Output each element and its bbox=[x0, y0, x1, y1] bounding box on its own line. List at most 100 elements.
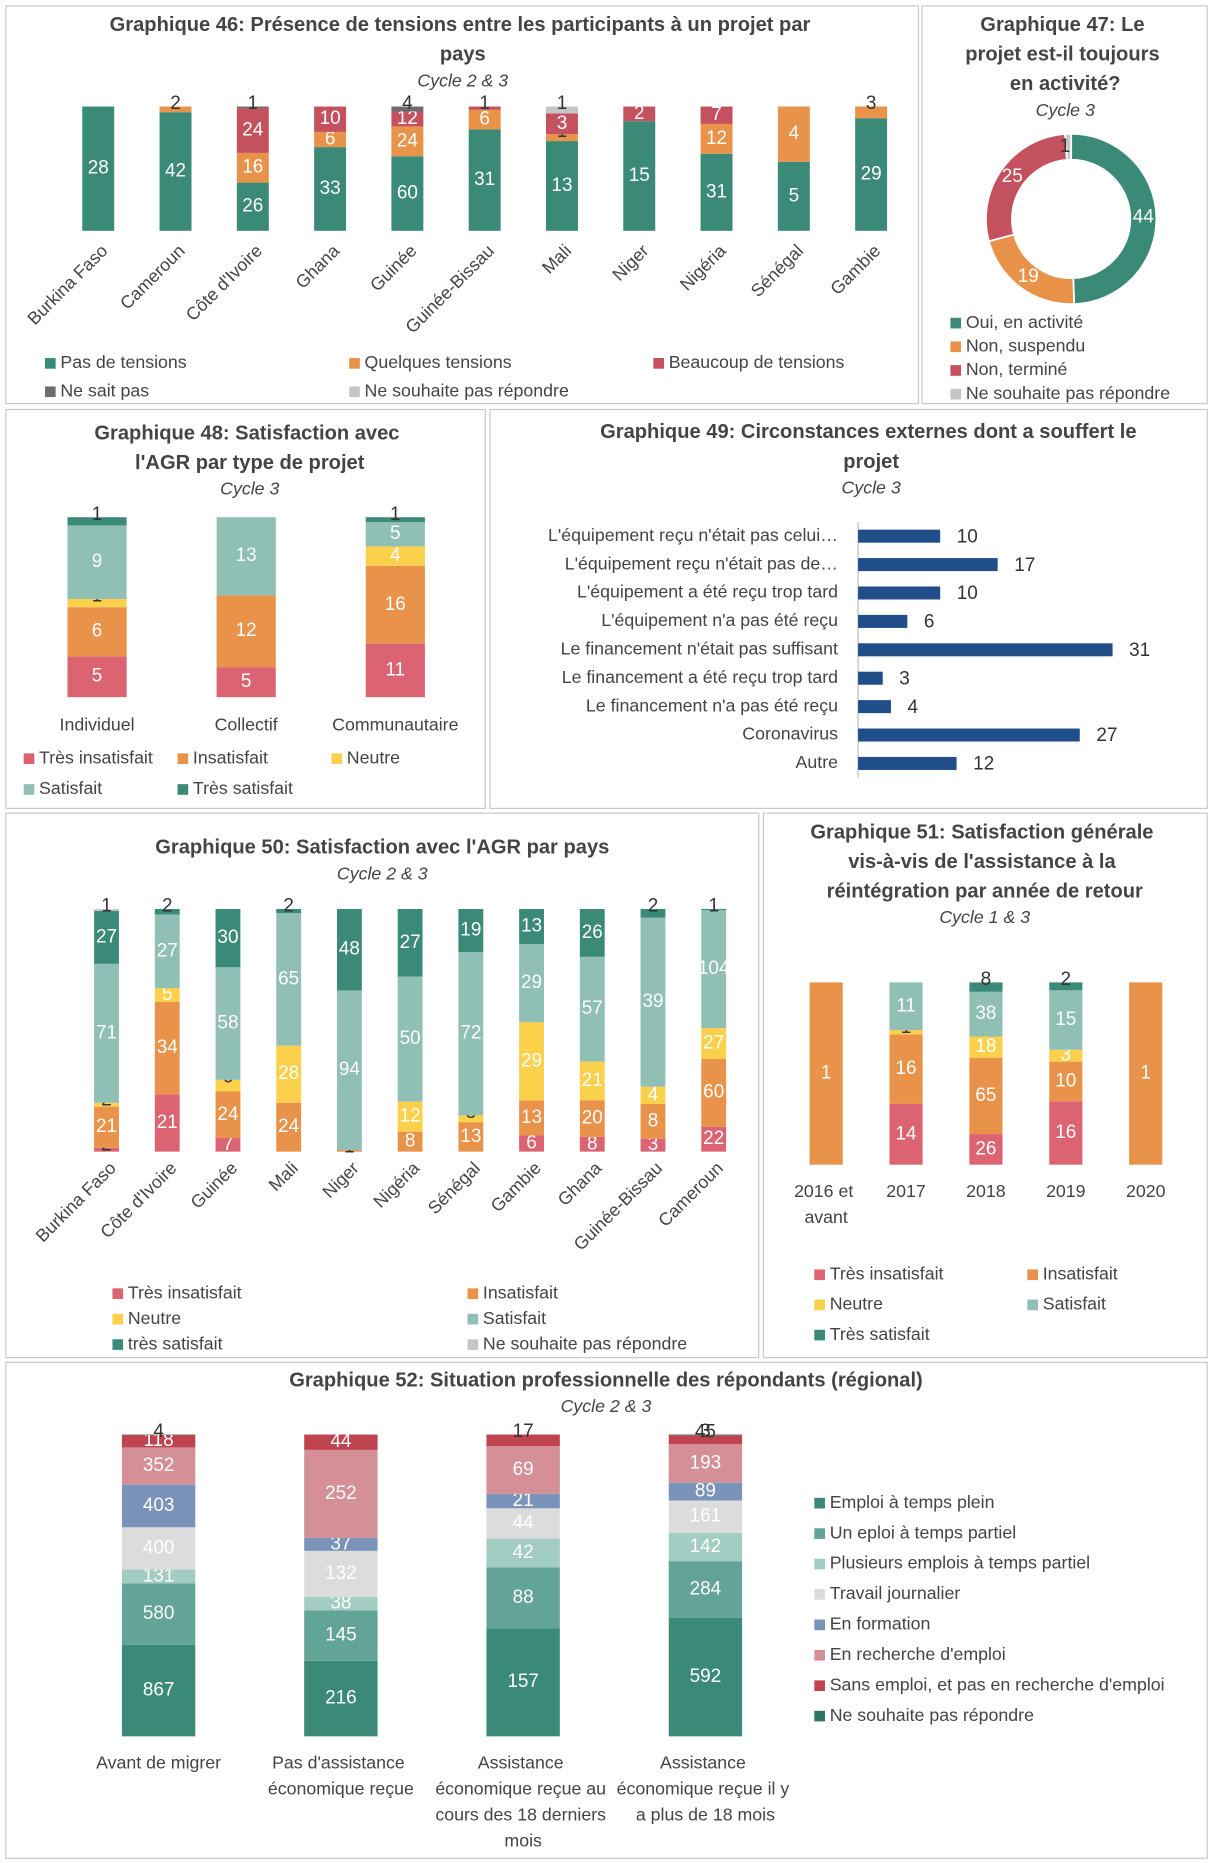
bar-segment bbox=[236, 152, 269, 183]
data-label: 1 bbox=[821, 1063, 832, 1084]
bar-segment bbox=[67, 525, 127, 600]
bar-segment bbox=[154, 1094, 180, 1152]
bar-segment bbox=[391, 126, 424, 157]
data-label: 24 bbox=[397, 130, 418, 151]
data-label: 216 bbox=[325, 1688, 357, 1709]
legend-swatch bbox=[814, 1558, 825, 1570]
data-label: 38 bbox=[975, 1003, 996, 1024]
bar-segment bbox=[154, 914, 180, 989]
bar bbox=[858, 529, 941, 543]
bar-segment bbox=[94, 1102, 119, 1107]
bar-segment bbox=[304, 1610, 378, 1661]
data-label: 31 bbox=[706, 181, 727, 202]
data-label: 6 bbox=[479, 109, 490, 130]
data-label: 11 bbox=[385, 659, 405, 680]
legend-swatch bbox=[467, 1339, 479, 1350]
data-label: 69 bbox=[513, 1459, 534, 1480]
chart-subtitle: Cycle 1 & 3 bbox=[939, 907, 1030, 927]
data-label: 1 bbox=[1060, 136, 1071, 157]
data-label: 6 bbox=[92, 621, 103, 642]
data-label: 12 bbox=[236, 620, 257, 641]
bar-segment bbox=[640, 1086, 666, 1104]
data-label: 1 bbox=[557, 93, 568, 114]
bar-segment bbox=[623, 121, 656, 231]
data-label: 21 bbox=[157, 1112, 178, 1133]
bar-segment bbox=[314, 131, 347, 148]
y-tick-label: Le financement a été reçu trop tard bbox=[562, 667, 838, 687]
data-label: 29 bbox=[521, 1050, 542, 1071]
bar-segment bbox=[391, 156, 424, 231]
data-label: 592 bbox=[690, 1666, 722, 1687]
bar-segment bbox=[336, 990, 362, 1150]
x-tick-label: 2018 bbox=[966, 1181, 1006, 1201]
legend-swatch bbox=[653, 358, 664, 369]
bar-segment bbox=[486, 1567, 560, 1629]
data-label: 94 bbox=[339, 1059, 360, 1080]
data-label: 18 bbox=[975, 1036, 996, 1057]
data-label: 27 bbox=[157, 940, 178, 961]
bar-segment bbox=[889, 1030, 923, 1035]
data-label: 3 bbox=[866, 93, 877, 114]
data-label: 27 bbox=[1096, 725, 1117, 746]
y-tick-label: L'équipement a été reçu trop tard bbox=[577, 582, 838, 602]
bar-segment bbox=[121, 1644, 196, 1737]
data-label: 19 bbox=[460, 920, 481, 941]
data-label: 60 bbox=[397, 183, 418, 204]
data-label: 161 bbox=[690, 1506, 722, 1527]
data-label: 2 bbox=[170, 93, 181, 114]
bar-segment bbox=[121, 1434, 196, 1448]
data-label: 34 bbox=[157, 1037, 178, 1058]
bar-segment bbox=[304, 1434, 378, 1450]
data-label: 3 bbox=[899, 668, 910, 689]
bar bbox=[858, 756, 957, 770]
bar-segment bbox=[365, 546, 425, 566]
data-label: 6 bbox=[325, 129, 336, 150]
data-label: 4 bbox=[390, 545, 401, 566]
bar-segment bbox=[519, 944, 544, 1023]
data-label: 6 bbox=[924, 612, 935, 633]
bar-segment bbox=[668, 1500, 743, 1533]
data-label: 867 bbox=[143, 1680, 175, 1701]
legend-swatch bbox=[177, 784, 189, 795]
data-label: 14 bbox=[896, 1123, 917, 1144]
bar-segment bbox=[276, 913, 302, 1046]
chart-title: Graphique 49: Circonstances externes don… bbox=[600, 422, 1142, 474]
legend-swatch bbox=[814, 1589, 825, 1600]
legend-label: Oui, en activité bbox=[966, 312, 1084, 332]
x-tick-label: 2017 bbox=[886, 1181, 926, 1201]
bar-segment bbox=[486, 1628, 560, 1737]
data-label: 16 bbox=[385, 594, 406, 615]
data-label: 8 bbox=[405, 1131, 416, 1152]
data-label: 6 bbox=[526, 1133, 537, 1154]
bar-segment bbox=[545, 141, 578, 231]
data-label: 1 bbox=[479, 93, 490, 114]
data-label: 2 bbox=[283, 896, 294, 917]
bar-segment bbox=[969, 1134, 1003, 1165]
bar-segment bbox=[397, 1101, 423, 1132]
legend-label: Neutre bbox=[830, 1294, 883, 1314]
bar bbox=[858, 643, 1113, 657]
data-label: 29 bbox=[861, 163, 882, 184]
data-label: 24 bbox=[242, 120, 263, 141]
bar-segment bbox=[216, 595, 276, 668]
bar-segment bbox=[276, 1102, 302, 1152]
bar-segment bbox=[640, 1103, 666, 1139]
bar-segment bbox=[889, 1034, 923, 1104]
bar-segment bbox=[486, 1508, 560, 1539]
legend-swatch bbox=[349, 358, 360, 369]
bar-segment bbox=[276, 909, 302, 914]
legend-label: Quelques tensions bbox=[365, 352, 512, 372]
legend-label: Insatisfait bbox=[1043, 1263, 1118, 1283]
legend-label: Neutre bbox=[347, 747, 400, 767]
legend-label: Non, suspendu bbox=[966, 335, 1085, 355]
legend-label: Satisfait bbox=[1043, 1294, 1106, 1314]
data-label: 2 bbox=[1061, 969, 1072, 990]
data-label: 24 bbox=[278, 1116, 299, 1137]
data-label: 10 bbox=[957, 583, 978, 604]
bar-segment bbox=[121, 1583, 196, 1645]
bar-segment bbox=[215, 1079, 241, 1092]
panel bbox=[921, 5, 1208, 405]
bar-segment bbox=[701, 1058, 727, 1127]
